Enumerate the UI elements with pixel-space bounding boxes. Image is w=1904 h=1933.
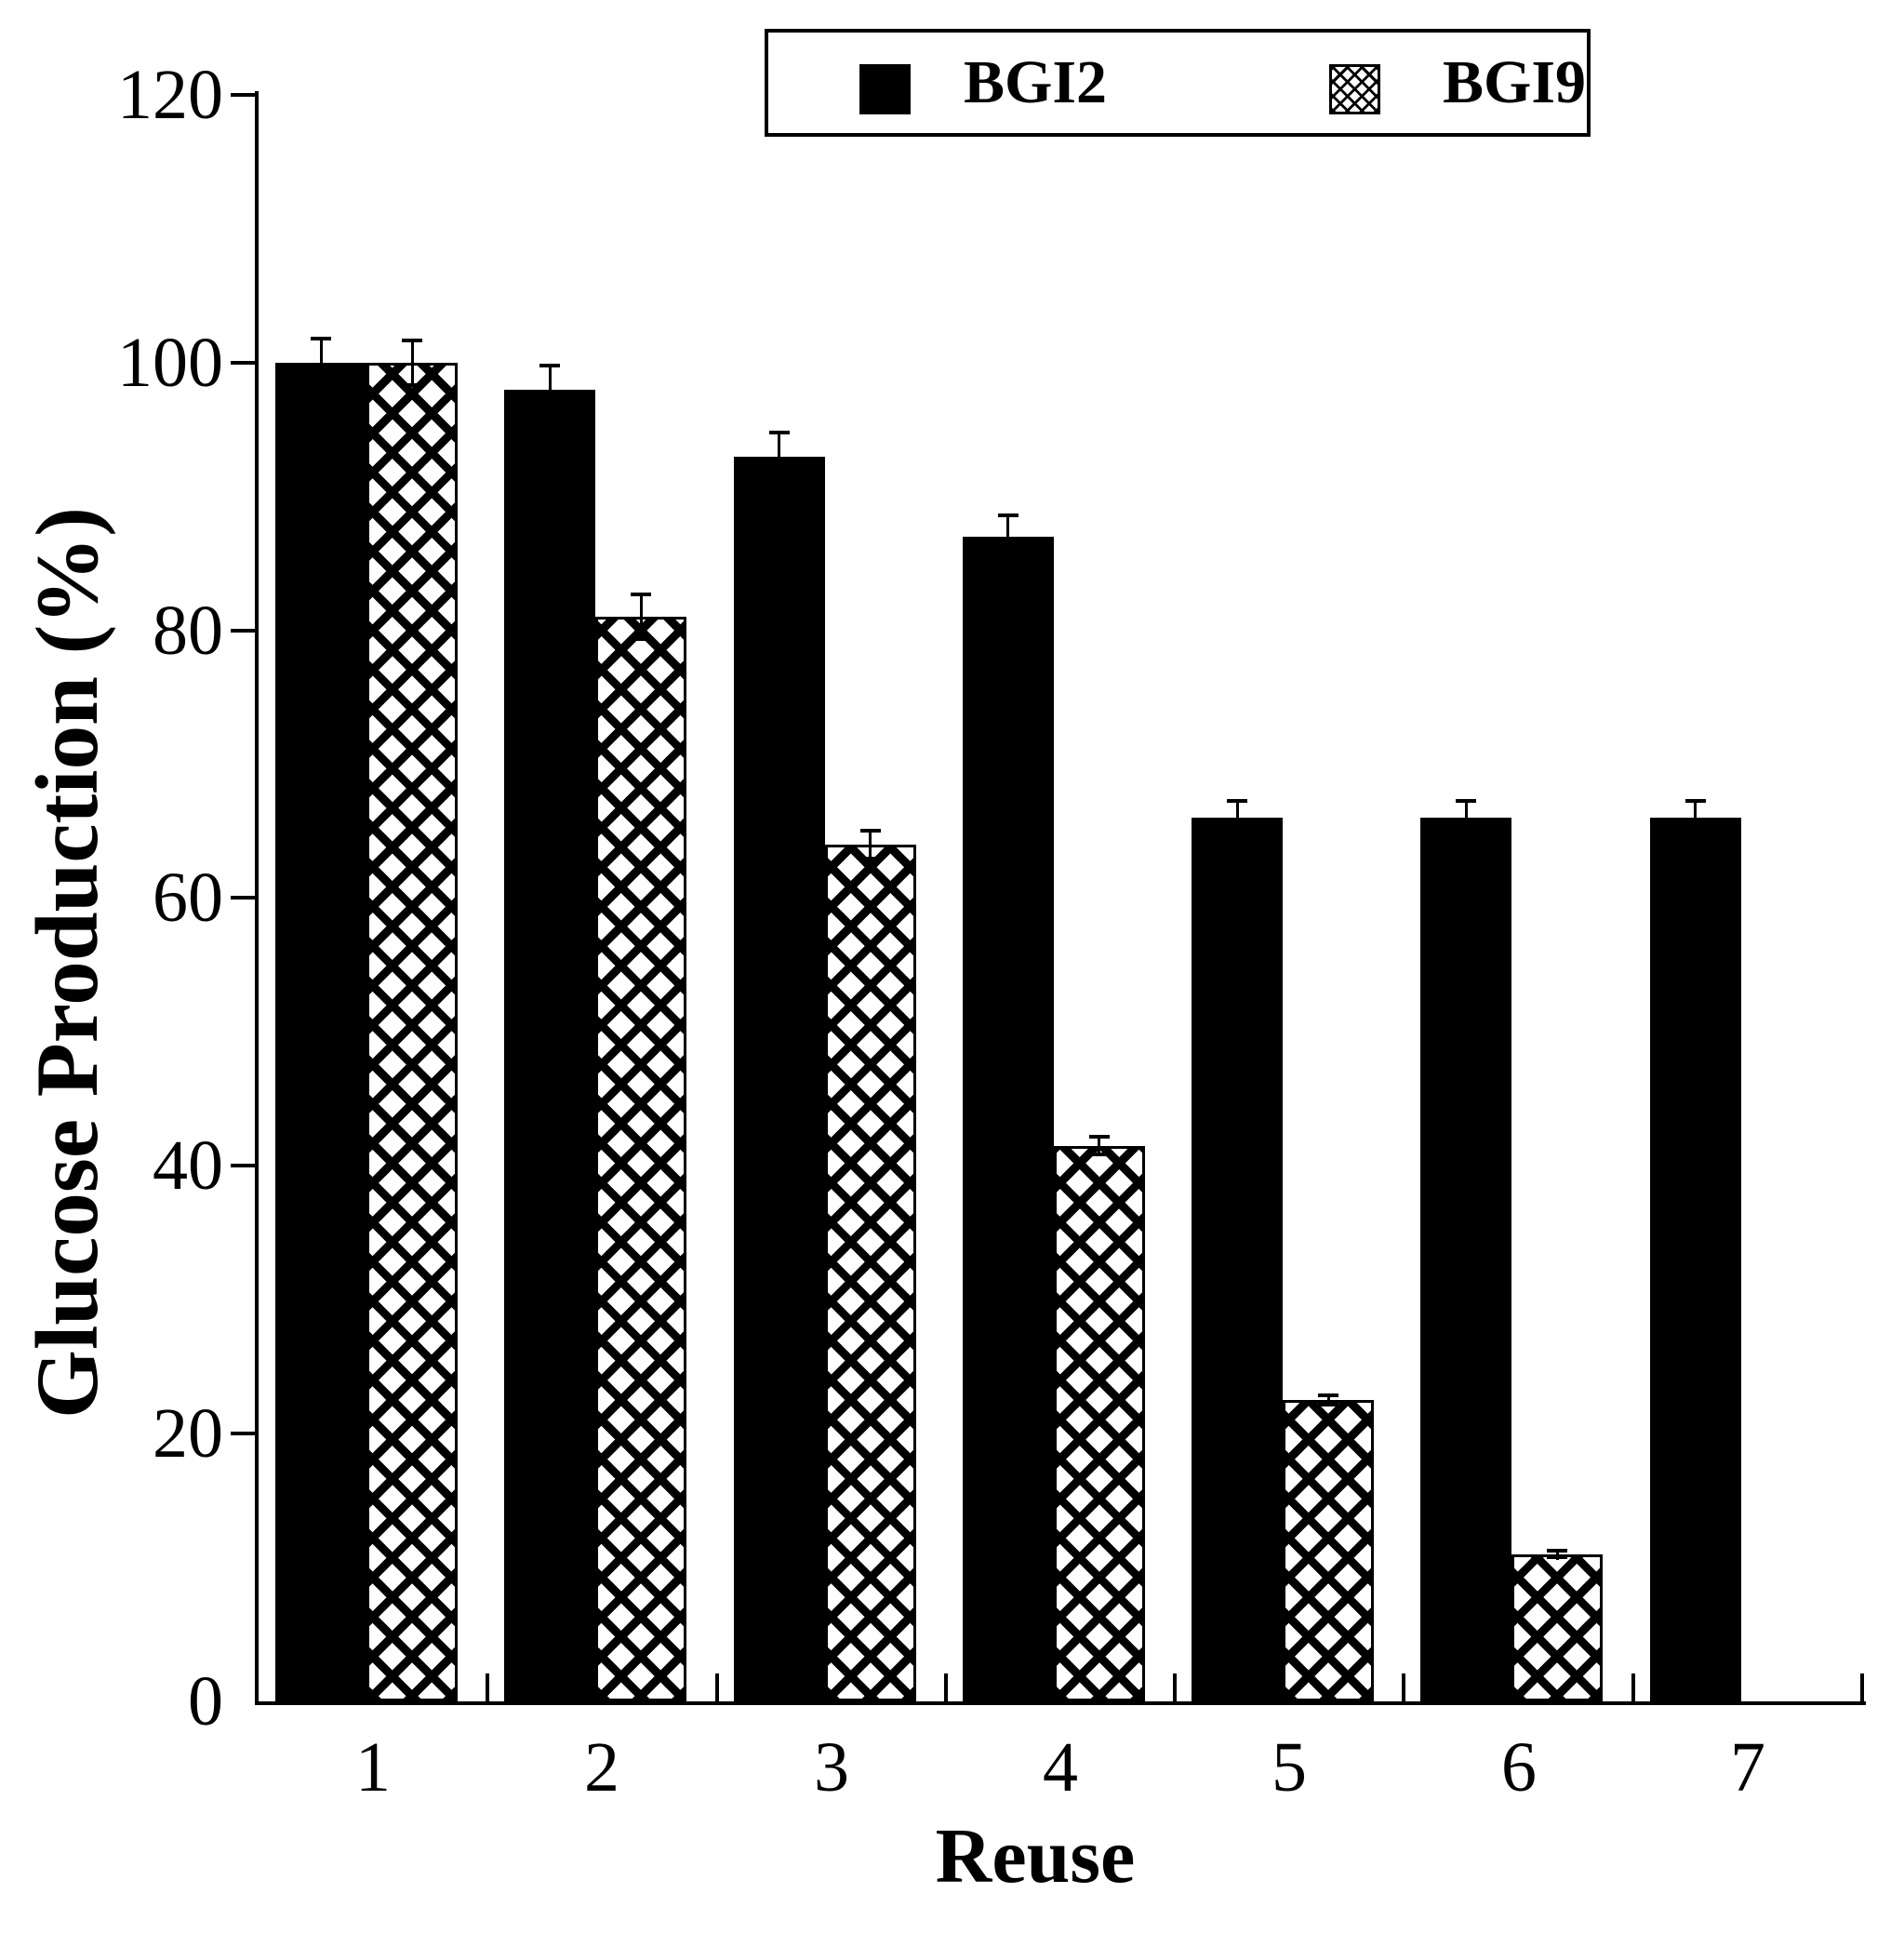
y-tick	[231, 1432, 259, 1435]
x-tick	[1402, 1673, 1405, 1701]
bar-bgi2-group-2	[504, 390, 595, 1701]
legend-label-bgi2: BGI2	[964, 48, 1108, 116]
bar-bgi2-group-5	[1192, 818, 1283, 1701]
error-bar-cap-top	[1547, 1549, 1567, 1553]
x-tick	[715, 1673, 719, 1701]
bar-bgi2-group-6	[1420, 818, 1511, 1701]
error-bar-cap-top	[860, 829, 881, 833]
error-bar-bgi2-group-6	[1465, 799, 1468, 836]
error-bar-cap-bottom	[311, 384, 331, 388]
error-bar-cap-top	[402, 339, 422, 342]
error-bar-cap-bottom	[539, 411, 560, 415]
error-bar-bgi9-group-3	[869, 829, 872, 861]
error-bar-cap-bottom	[860, 857, 881, 860]
y-tick	[231, 93, 259, 97]
y-tick-label: 40	[153, 1126, 223, 1205]
error-bar-cap-bottom	[998, 555, 1019, 559]
error-bar-cap-top	[311, 337, 331, 340]
x-tick	[1860, 1673, 1864, 1701]
y-axis-title: Glucose Production (%)	[18, 507, 116, 1419]
x-tick-label: 6	[1501, 1728, 1537, 1806]
error-bar-bgi9-group-6	[1556, 1549, 1559, 1560]
error-bar-bgi2-group-7	[1694, 799, 1697, 836]
y-tick	[231, 1164, 259, 1167]
y-tick-label: 0	[188, 1662, 223, 1740]
y-tick	[231, 896, 259, 900]
error-bar-cap-bottom	[1685, 833, 1706, 836]
error-bar-cap-bottom	[769, 478, 790, 482]
error-bar-cap-top	[998, 513, 1019, 517]
x-tick-label: 3	[814, 1728, 849, 1806]
y-tick	[231, 629, 259, 633]
error-bar-bgi9-group-2	[640, 593, 643, 641]
error-bar-cap-top	[1318, 1393, 1338, 1397]
error-bar-cap-top	[1227, 799, 1247, 803]
error-bar-cap-bottom	[1547, 1555, 1567, 1559]
legend-box: BGI2 BGI9	[765, 29, 1591, 137]
bar-bgi9-group-6	[1511, 1554, 1603, 1701]
bar-bgi9-group-2	[595, 617, 686, 1701]
error-bar-cap-bottom	[1089, 1153, 1110, 1156]
x-axis-title: Reuse	[935, 1813, 1136, 1900]
error-bar-cap-bottom	[631, 637, 651, 641]
bar-bgi9-group-5	[1283, 1400, 1374, 1701]
x-tick-label: 4	[1043, 1728, 1078, 1806]
error-bar-cap-bottom	[402, 383, 422, 387]
x-axis-line	[255, 1701, 1866, 1705]
y-tick-label: 60	[153, 859, 223, 937]
x-tick-label: 1	[355, 1728, 391, 1806]
legend-swatch-bgi2	[859, 64, 911, 114]
bar-bgi2-group-3	[734, 457, 825, 1701]
bar-bgi9-group-4	[1054, 1146, 1145, 1701]
bar-bgi2-group-4	[963, 537, 1054, 1701]
error-bar-bgi2-group-2	[549, 364, 552, 415]
error-bar-cap-top	[1089, 1135, 1110, 1139]
x-tick-label: 7	[1730, 1728, 1765, 1806]
x-tick-label: 5	[1272, 1728, 1307, 1806]
legend-label-bgi9: BGI9	[1443, 48, 1587, 116]
y-tick	[231, 361, 259, 365]
error-bar-bgi2-group-4	[1006, 513, 1009, 559]
error-bar-bgi2-group-5	[1236, 799, 1239, 836]
error-bar-cap-top	[539, 364, 560, 367]
error-bar-bgi9-group-1	[411, 339, 414, 387]
error-bar-cap-top	[1456, 799, 1476, 803]
error-bar-bgi9-group-5	[1327, 1393, 1330, 1406]
error-bar-cap-bottom	[1456, 833, 1476, 836]
x-tick	[486, 1673, 489, 1701]
error-bar-bgi9-group-4	[1098, 1135, 1100, 1156]
error-bar-cap-bottom	[1227, 833, 1247, 836]
error-bar-cap-top	[769, 431, 790, 434]
x-tick	[1173, 1673, 1177, 1701]
error-bar-cap-bottom	[1318, 1403, 1338, 1406]
bar-bgi2-group-1	[275, 363, 366, 1701]
x-tick-label: 2	[584, 1728, 619, 1806]
legend-swatch-bgi9	[1329, 64, 1380, 114]
x-tick	[1631, 1673, 1635, 1701]
bar-bgi9-group-3	[825, 845, 916, 1701]
y-tick-label: 100	[117, 324, 223, 402]
y-tick-label: 120	[117, 56, 223, 134]
bar-bgi9-group-1	[366, 363, 458, 1701]
error-bar-cap-top	[631, 593, 651, 596]
error-bar-bgi2-group-3	[778, 431, 780, 482]
x-tick	[944, 1673, 948, 1701]
error-bar-bgi2-group-1	[320, 337, 323, 388]
y-tick-label: 80	[153, 592, 223, 670]
bar-bgi2-group-7	[1650, 818, 1741, 1701]
y-tick-label: 20	[153, 1394, 223, 1473]
error-bar-cap-top	[1685, 799, 1706, 803]
